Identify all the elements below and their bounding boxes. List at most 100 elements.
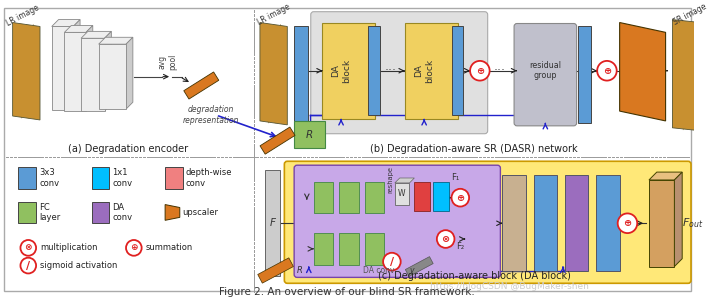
Circle shape xyxy=(21,240,36,256)
Text: 3x3
conv: 3x3 conv xyxy=(39,168,59,188)
Text: degradation
representation: degradation representation xyxy=(183,105,240,125)
Bar xyxy=(565,175,588,272)
Polygon shape xyxy=(65,26,93,33)
Polygon shape xyxy=(86,26,93,111)
Text: SR image: SR image xyxy=(672,2,708,27)
Text: ∕: ∕ xyxy=(26,261,30,271)
Text: DA
conv: DA conv xyxy=(112,203,133,222)
Bar xyxy=(534,175,557,272)
Text: ···: ··· xyxy=(493,64,506,77)
Bar xyxy=(91,202,109,223)
Text: F: F xyxy=(269,218,276,228)
Text: v: v xyxy=(409,266,413,275)
Text: ⊕: ⊕ xyxy=(476,66,484,76)
Polygon shape xyxy=(672,20,709,132)
Bar xyxy=(414,182,430,212)
Bar xyxy=(364,233,384,265)
FancyBboxPatch shape xyxy=(284,161,691,283)
Text: ⊕: ⊕ xyxy=(457,193,464,203)
Polygon shape xyxy=(649,172,682,180)
Bar xyxy=(503,175,526,272)
FancyBboxPatch shape xyxy=(311,12,488,134)
Bar xyxy=(18,202,36,223)
Bar xyxy=(65,33,86,111)
Bar xyxy=(260,127,295,154)
Text: $F_{out}$: $F_{out}$ xyxy=(682,216,703,230)
Polygon shape xyxy=(620,23,666,121)
Text: LR image: LR image xyxy=(256,2,291,27)
Bar xyxy=(321,23,375,119)
Text: (a) Degradation encoder: (a) Degradation encoder xyxy=(68,144,188,154)
Text: R: R xyxy=(297,266,303,275)
Bar xyxy=(258,258,294,283)
Text: ⊕: ⊕ xyxy=(603,66,611,76)
Text: DA
block: DA block xyxy=(331,59,351,83)
Circle shape xyxy=(383,253,401,271)
Bar xyxy=(18,167,36,189)
Text: summation: summation xyxy=(145,244,193,252)
Bar xyxy=(52,26,73,110)
Polygon shape xyxy=(260,23,287,125)
Bar xyxy=(265,170,281,276)
Text: ···: ··· xyxy=(385,64,397,77)
Polygon shape xyxy=(81,31,111,38)
Polygon shape xyxy=(165,205,180,220)
Text: DA conv: DA conv xyxy=(364,266,395,275)
Bar xyxy=(649,180,674,267)
Text: LR image: LR image xyxy=(4,3,40,28)
Bar xyxy=(369,26,380,115)
Text: ⊕: ⊕ xyxy=(130,244,138,252)
Bar xyxy=(395,183,410,205)
Bar xyxy=(313,233,333,265)
Bar xyxy=(165,167,183,189)
Text: reshape: reshape xyxy=(387,166,393,194)
Text: sigmoid activation: sigmoid activation xyxy=(40,261,118,270)
Bar xyxy=(596,175,620,272)
Bar xyxy=(364,182,384,213)
Circle shape xyxy=(437,230,454,248)
Text: multiplication: multiplication xyxy=(40,244,98,252)
Text: upscaler: upscaler xyxy=(183,208,218,217)
Text: ⊕: ⊕ xyxy=(623,218,632,228)
Circle shape xyxy=(126,240,142,256)
Bar xyxy=(294,121,325,148)
Text: (c) Degradation-aware block (DA block): (c) Degradation-aware block (DA block) xyxy=(378,272,571,281)
Circle shape xyxy=(21,258,36,273)
Bar xyxy=(406,257,433,277)
Circle shape xyxy=(597,61,617,81)
Text: FC
layer: FC layer xyxy=(39,203,60,222)
Polygon shape xyxy=(126,37,133,109)
Bar xyxy=(99,44,126,109)
Text: depth-wise
conv: depth-wise conv xyxy=(186,168,232,188)
Bar xyxy=(81,38,104,111)
Text: R: R xyxy=(306,130,313,140)
FancyBboxPatch shape xyxy=(514,23,576,126)
Bar xyxy=(433,182,449,212)
Text: ⊗: ⊗ xyxy=(25,244,32,252)
Polygon shape xyxy=(13,23,40,120)
Bar xyxy=(339,233,359,265)
Bar xyxy=(91,167,109,189)
Polygon shape xyxy=(674,172,682,267)
Bar xyxy=(578,26,591,123)
Text: (b) Degradation-aware SR (DASR) network: (b) Degradation-aware SR (DASR) network xyxy=(370,144,578,154)
Text: avg
pool: avg pool xyxy=(157,54,177,70)
Text: https://blogCSDN @BugMaker-shen: https://blogCSDN @BugMaker-shen xyxy=(430,282,588,291)
Circle shape xyxy=(618,213,637,233)
Polygon shape xyxy=(395,178,414,183)
Polygon shape xyxy=(104,31,111,111)
Text: Figure 2. An overview of our blind SR framework.: Figure 2. An overview of our blind SR fr… xyxy=(219,287,475,297)
Bar xyxy=(294,26,308,121)
Text: ⊗: ⊗ xyxy=(442,234,450,244)
Bar xyxy=(452,26,463,115)
Polygon shape xyxy=(52,20,80,26)
Bar xyxy=(184,72,219,99)
Text: ∕: ∕ xyxy=(390,257,394,267)
Bar xyxy=(313,182,333,213)
Text: W: W xyxy=(398,189,406,198)
Bar xyxy=(405,23,458,119)
FancyBboxPatch shape xyxy=(294,165,501,278)
Bar xyxy=(339,182,359,213)
Text: F₁: F₁ xyxy=(452,173,459,182)
Text: 1x1
conv: 1x1 conv xyxy=(112,168,133,188)
